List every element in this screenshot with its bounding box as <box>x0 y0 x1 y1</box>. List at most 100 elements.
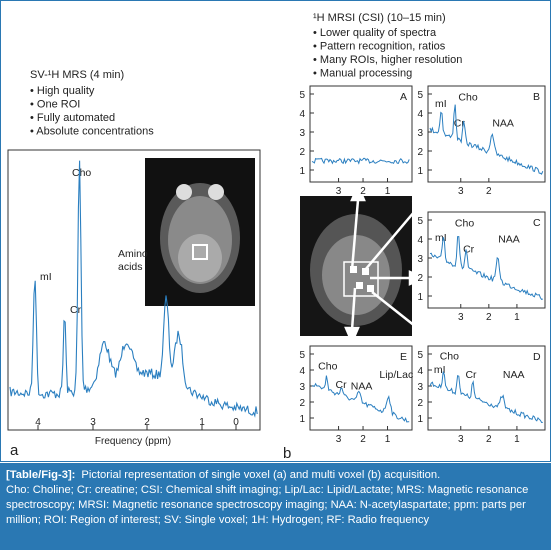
x-tick-label: 3 <box>90 417 96 428</box>
caption-abbreviations: Cho: Choline; Cr: creatine; CSI: Chemica… <box>6 484 529 526</box>
peak-label: mI <box>40 271 52 283</box>
subplot-frame <box>309 345 413 431</box>
peak-label: Cr <box>70 304 82 316</box>
x-tick-label: 2 <box>486 312 492 323</box>
peak-label: Cr <box>465 369 477 381</box>
peak-label: mI <box>435 98 447 110</box>
x-tick-label: 1 <box>385 186 391 197</box>
y-tick-label: 5 <box>417 350 423 361</box>
y-tick-label: 5 <box>299 350 305 361</box>
y-tick-label: 2 <box>299 147 305 158</box>
x-tick-label: 2 <box>360 186 366 197</box>
y-tick-label: 4 <box>299 366 305 377</box>
subplot-label: E <box>400 351 407 363</box>
peak-label: mI <box>434 364 446 376</box>
y-tick-label: 2 <box>417 273 423 284</box>
y-tick-label: 4 <box>299 109 305 120</box>
x-axis-label: Frequency (ppm) <box>95 436 171 447</box>
peak-label: Cho <box>318 361 337 373</box>
x-tick-label: 3 <box>336 186 342 197</box>
figure: a b Frequency (ppm) SV-¹H MRS (4 min) • H… <box>0 0 551 462</box>
subplot-frame <box>427 85 546 183</box>
x-tick-label: 2 <box>486 186 492 197</box>
subplot-frame <box>427 211 546 309</box>
caption-text: Pictorial representation of single voxel… <box>81 469 441 481</box>
annotation: acids <box>118 261 143 273</box>
bullet: • Absolute concentrations <box>30 126 154 138</box>
plot-frame <box>7 149 261 431</box>
y-tick-label: 4 <box>417 235 423 246</box>
peak-label: NAA <box>492 117 514 129</box>
bullet: • One ROI <box>30 99 80 111</box>
peak-label: Cho <box>440 350 459 362</box>
y-tick-label: 3 <box>417 128 423 139</box>
panel-title: ¹H MRSI (CSI) (10–15 min) <box>313 12 446 24</box>
bullet: • Lower quality of spectra <box>313 27 437 39</box>
x-tick-label: 3 <box>336 434 342 445</box>
peak-label: NAA <box>498 234 520 246</box>
y-tick-label: 5 <box>417 90 423 101</box>
x-tick-label: 0 <box>233 417 239 428</box>
y-tick-label: 2 <box>417 398 423 409</box>
peak-label: Lip/Lac <box>379 369 413 381</box>
x-tick-label: 3 <box>458 312 464 323</box>
x-tick-label: 2 <box>360 434 366 445</box>
x-tick-label: 1 <box>514 434 520 445</box>
peak-label: mI <box>435 232 447 244</box>
mri-inset <box>145 158 255 306</box>
subplot-label: B <box>533 91 540 103</box>
y-tick-label: 3 <box>299 128 305 139</box>
y-tick-label: 1 <box>299 166 305 177</box>
bullet: • High quality <box>30 85 95 97</box>
y-tick-label: 1 <box>299 414 305 425</box>
y-tick-label: 2 <box>299 398 305 409</box>
y-tick-label: 3 <box>417 382 423 393</box>
spectrum-line <box>429 371 543 424</box>
panel-title: SV-¹H MRS (4 min) <box>30 69 124 81</box>
caption-title: [Table/Fig-3]: Pictorial representation o… <box>6 468 545 483</box>
y-tick-label: 2 <box>417 147 423 158</box>
peak-label: NAA <box>351 381 373 393</box>
subplot-label: A <box>400 91 407 103</box>
spectrum-line <box>9 160 258 418</box>
subplot-label: D <box>533 351 541 363</box>
peak-label: Cho <box>72 167 91 179</box>
caption: [Table/Fig-3]: Pictorial representation o… <box>0 463 551 550</box>
arrows <box>344 182 433 346</box>
bullet: • Manual processing <box>313 68 412 80</box>
bullet: • Many ROIs, higher resolution <box>313 54 462 66</box>
bullet: • Pattern recognition, ratios <box>313 41 446 53</box>
subplot-frame <box>309 85 413 183</box>
y-tick-label: 1 <box>417 166 423 177</box>
x-tick-label: 2 <box>144 417 150 428</box>
spectrum-line <box>311 157 410 165</box>
peak-label: Cr <box>463 243 475 255</box>
x-tick-label: 3 <box>458 434 464 445</box>
y-tick-label: 5 <box>417 216 423 227</box>
peak-label: Cho <box>458 91 477 103</box>
x-tick-label: 3 <box>458 186 464 197</box>
bullet: • Fully automated <box>30 112 115 124</box>
caption-label: [Table/Fig-3]: <box>6 469 76 481</box>
y-tick-label: 1 <box>417 292 423 303</box>
annotation: Amino <box>118 248 148 260</box>
peak-label: Cr <box>454 117 466 129</box>
y-tick-label: 4 <box>417 109 423 120</box>
x-tick-label: 2 <box>486 434 492 445</box>
peak-label: Cr <box>336 379 348 391</box>
x-tick-label: 1 <box>385 434 391 445</box>
y-tick-label: 5 <box>299 90 305 101</box>
spectrum-line <box>429 236 543 300</box>
spectrum-line <box>429 104 544 175</box>
x-tick-label: 1 <box>514 312 520 323</box>
peak-label: Cho <box>455 217 474 229</box>
panel-letter: b <box>283 445 291 462</box>
y-tick-label: 4 <box>417 366 423 377</box>
x-tick-label: 4 <box>35 417 41 428</box>
y-tick-label: 3 <box>299 382 305 393</box>
peak-label: NAA <box>503 369 525 381</box>
x-tick-label: 1 <box>199 417 205 428</box>
spectrum-line <box>311 375 410 423</box>
